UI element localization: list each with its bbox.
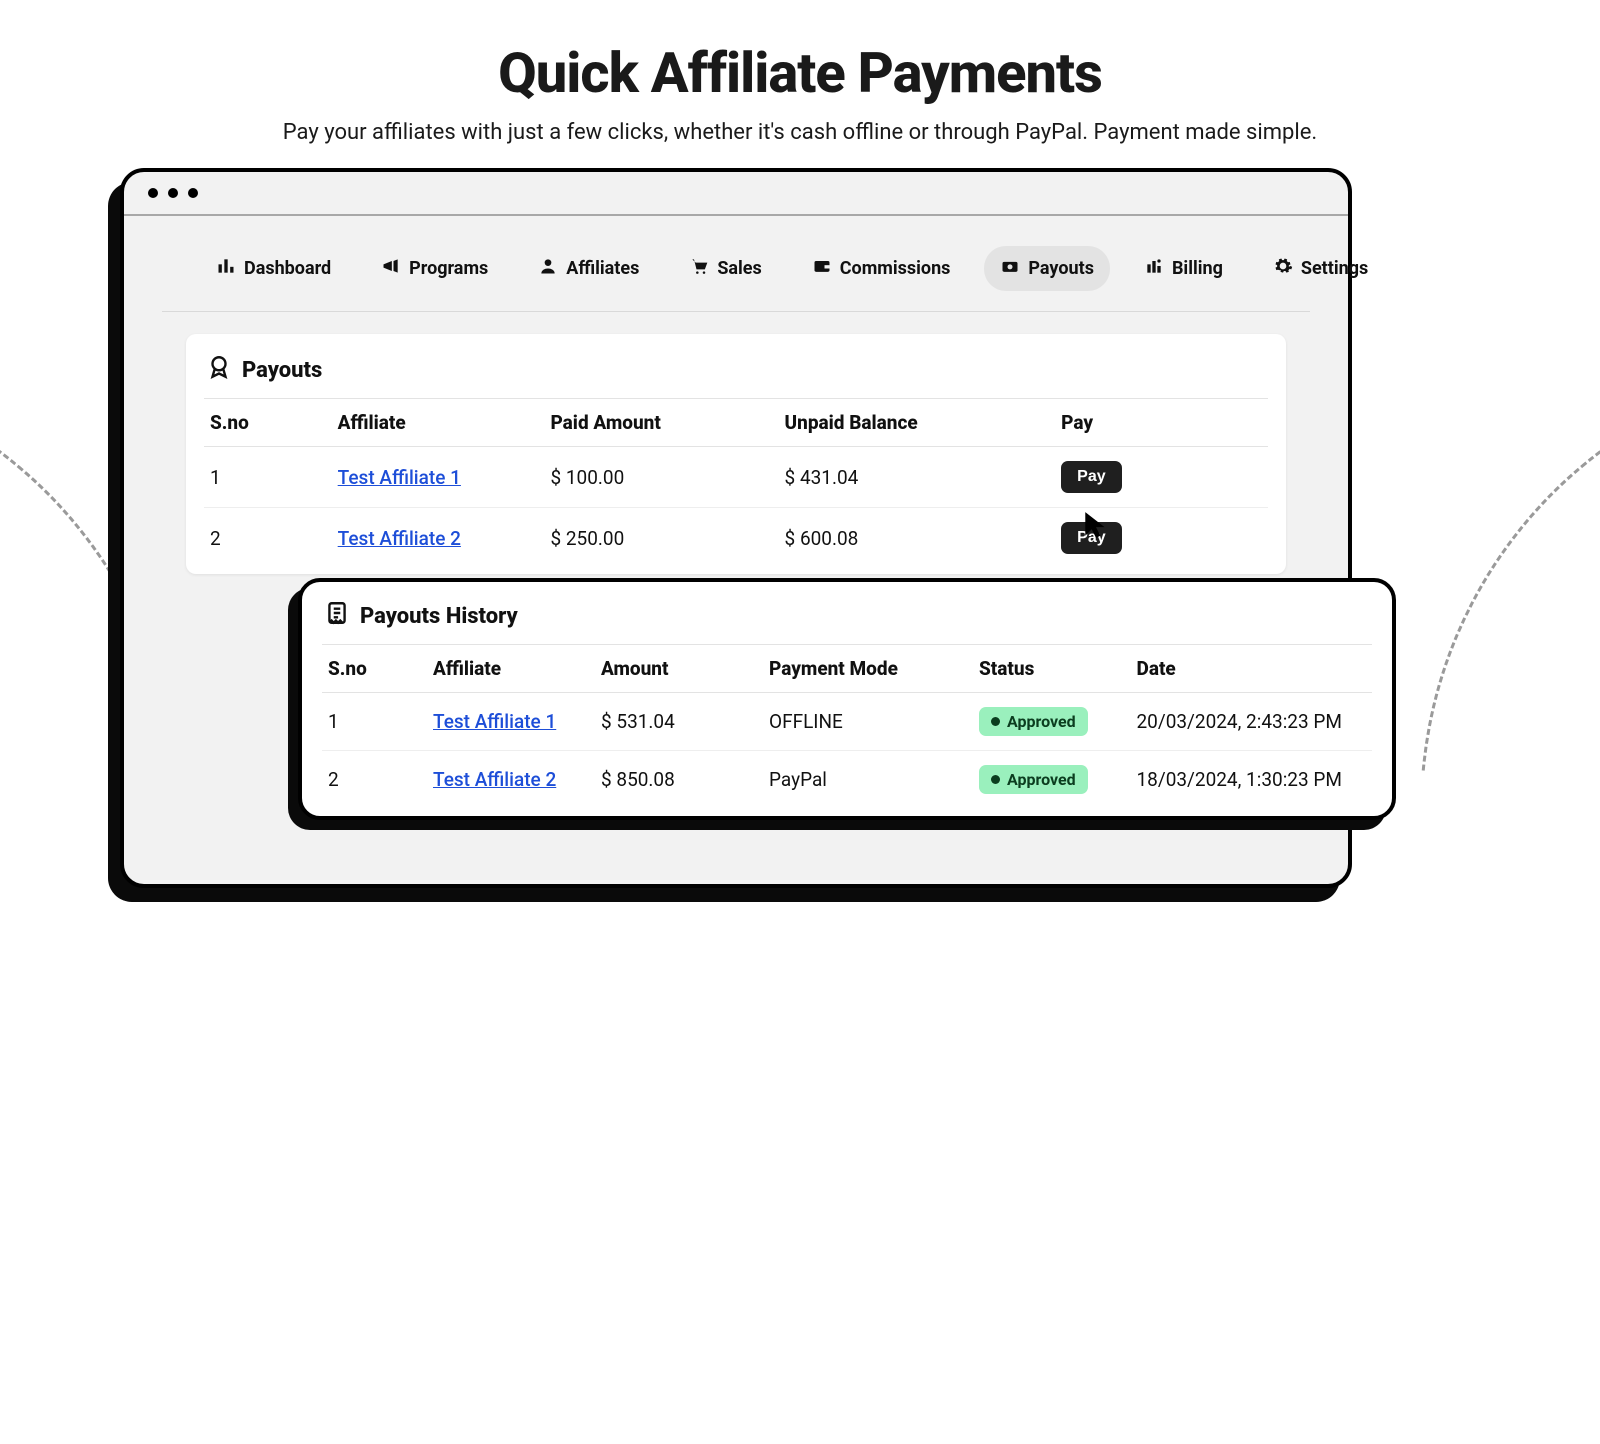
billing-icon <box>1144 256 1164 281</box>
cell-amount: $ 850.08 <box>595 751 763 809</box>
payouts-icon <box>1000 256 1020 281</box>
history-row: 2 Test Affiliate 2 $ 850.08PayPalApproved 1… <box>322 751 1372 809</box>
cell-sno: 1 <box>322 693 427 751</box>
nav-label: Commissions <box>840 258 951 279</box>
affiliate-link[interactable]: Test Affiliate 2 <box>433 768 556 791</box>
payouts-table: S.noAffiliatePaid AmountUnpaid BalancePa… <box>204 398 1268 568</box>
nav-label: Dashboard <box>244 258 331 279</box>
main-nav: Dashboard Programs Affiliates Sales Commissi… <box>162 220 1310 312</box>
payouts-col-header: Affiliate <box>332 399 545 447</box>
cell-paid: $ 100.00 <box>544 447 778 508</box>
payouts-panel: Payouts S.noAffiliatePaid AmountUnpaid B… <box>186 334 1286 574</box>
pay-button[interactable]: Pay <box>1061 522 1121 554</box>
affiliate-link[interactable]: Test Affiliate 2 <box>338 527 461 550</box>
cell-paid: $ 250.00 <box>544 508 778 569</box>
payouts-panel-title: Payouts <box>204 350 1268 398</box>
nav-label: Sales <box>717 258 761 279</box>
history-panel: Payouts History S.noAffiliateAmountPayme… <box>298 578 1396 820</box>
nav-label: Payouts <box>1028 258 1094 279</box>
nav-item-settings[interactable]: Settings <box>1257 246 1384 291</box>
user-icon <box>538 256 558 281</box>
cell-date: 18/03/2024, 1:30:23 PM <box>1131 751 1373 809</box>
nav-item-programs[interactable]: Programs <box>365 246 504 291</box>
nav-item-dashboard[interactable]: Dashboard <box>200 246 347 291</box>
history-col-header: Payment Mode <box>763 645 973 693</box>
payouts-col-header: S.no <box>204 399 332 447</box>
cell-mode: PayPal <box>763 751 973 809</box>
nav-item-payouts[interactable]: Payouts <box>984 246 1110 291</box>
nav-label: Billing <box>1172 258 1223 279</box>
payouts-col-header: Pay <box>1055 399 1268 447</box>
payouts-title-text: Payouts <box>242 358 322 383</box>
window-titlebar <box>124 172 1348 216</box>
payouts-col-header: Unpaid Balance <box>779 399 1056 447</box>
pay-button[interactable]: Pay <box>1061 461 1121 493</box>
cell-unpaid: $ 600.08 <box>779 508 1056 569</box>
history-col-header: Date <box>1131 645 1373 693</box>
payouts-row: 2 Test Affiliate 2 $ 250.00$ 600.08Pay <box>204 508 1268 569</box>
hero-title: Quick Affiliate Payments <box>0 40 1600 106</box>
status-badge: Approved <box>979 765 1088 794</box>
history-col-header: Amount <box>595 645 763 693</box>
receipt-icon <box>324 600 350 632</box>
hero-section: Quick Affiliate Payments Pay your affili… <box>0 0 1600 145</box>
nav-item-sales[interactable]: Sales <box>673 246 777 291</box>
nav-item-affiliates[interactable]: Affiliates <box>522 246 655 291</box>
payouts-col-header: Paid Amount <box>544 399 778 447</box>
window-dot <box>188 188 198 198</box>
nav-item-commissions[interactable]: Commissions <box>796 246 967 291</box>
history-title-text: Payouts History <box>360 604 518 629</box>
badge-icon <box>206 354 232 386</box>
cell-unpaid: $ 431.04 <box>779 447 1056 508</box>
wallet-icon <box>812 256 832 281</box>
cell-date: 20/03/2024, 2:43:23 PM <box>1131 693 1373 751</box>
history-table: S.noAffiliateAmountPayment ModeStatusDat… <box>322 644 1372 808</box>
cell-sno: 2 <box>322 751 427 809</box>
cell-sno: 1 <box>204 447 332 508</box>
bar-chart-icon <box>216 256 236 281</box>
affiliate-link[interactable]: Test Affiliate 1 <box>433 710 556 733</box>
window-dot <box>148 188 158 198</box>
affiliate-link[interactable]: Test Affiliate 1 <box>338 466 461 489</box>
cell-amount: $ 531.04 <box>595 693 763 751</box>
payouts-row: 1 Test Affiliate 1 $ 100.00$ 431.04Pay <box>204 447 1268 508</box>
history-col-header: Affiliate <box>427 645 595 693</box>
megaphone-icon <box>381 256 401 281</box>
history-row: 1 Test Affiliate 1 $ 531.04OFFLINEApproved… <box>322 693 1372 751</box>
cell-sno: 2 <box>204 508 332 569</box>
nav-item-billing[interactable]: Billing <box>1128 246 1239 291</box>
cart-icon <box>689 256 709 281</box>
window-dot <box>168 188 178 198</box>
gear-icon <box>1273 256 1293 281</box>
history-col-header: S.no <box>322 645 427 693</box>
nav-label: Affiliates <box>566 258 639 279</box>
status-badge: Approved <box>979 707 1088 736</box>
cell-mode: OFFLINE <box>763 693 973 751</box>
history-panel-title: Payouts History <box>322 596 1372 644</box>
nav-label: Settings <box>1301 258 1368 279</box>
hero-subtitle: Pay your affiliates with just a few clic… <box>0 120 1600 145</box>
nav-label: Programs <box>409 258 488 279</box>
history-col-header: Status <box>973 645 1131 693</box>
